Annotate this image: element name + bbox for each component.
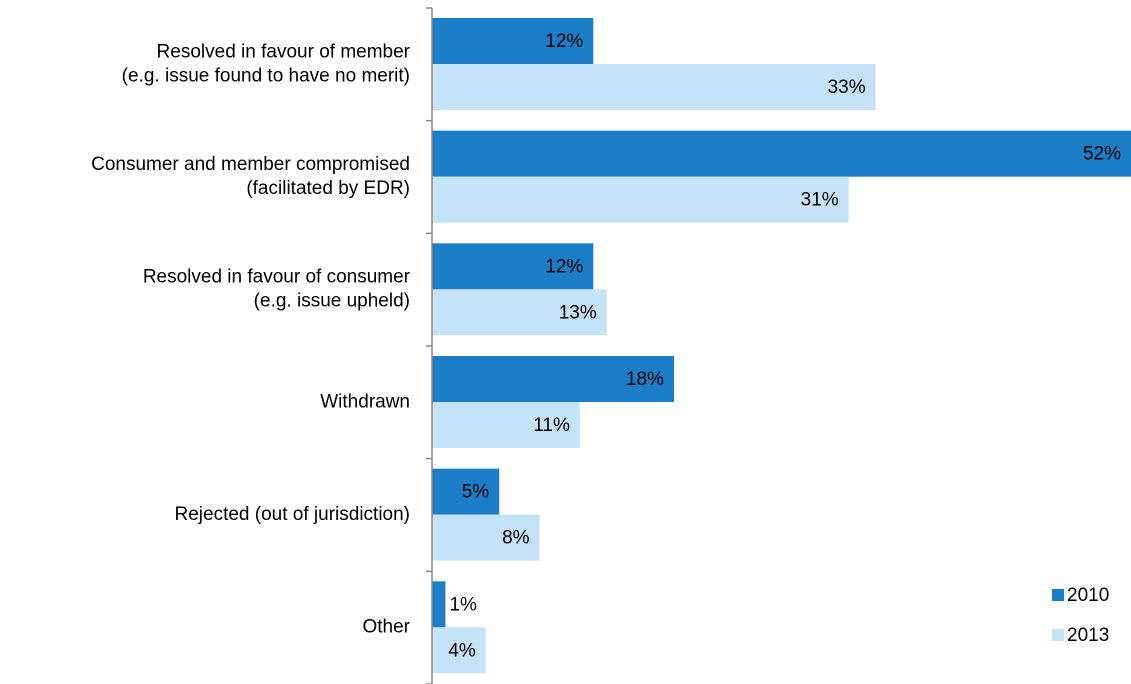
- category-label: Other: [362, 617, 410, 638]
- legend-label: 2010: [1067, 585, 1109, 606]
- bar: [432, 356, 674, 402]
- category-label: Withdrawn: [320, 391, 410, 412]
- value-label: 33%: [828, 77, 866, 98]
- bar: [432, 176, 849, 223]
- bar: [432, 402, 580, 448]
- value-label: 12%: [545, 256, 583, 277]
- bar: [432, 130, 1131, 177]
- value-label: 4%: [448, 640, 476, 661]
- bar: [432, 468, 500, 515]
- value-label: 52%: [1083, 144, 1121, 165]
- bar: [432, 64, 876, 110]
- bar: [432, 289, 607, 336]
- value-label: 8%: [502, 528, 530, 549]
- bar: [432, 18, 594, 64]
- legend-swatch: [1052, 629, 1064, 641]
- legend-swatch: [1052, 589, 1064, 601]
- category-label: Resolved in favour of member: [157, 41, 411, 62]
- bar: [432, 514, 540, 561]
- bar: [432, 243, 594, 290]
- category-label: Rejected (out of jurisdiction): [175, 504, 411, 525]
- value-label: 12%: [545, 31, 583, 52]
- bar: [432, 581, 446, 628]
- value-label: 5%: [462, 482, 490, 503]
- category-label: Resolved in favour of consumer: [143, 267, 411, 288]
- value-label: 13%: [559, 302, 597, 323]
- bar: [432, 627, 486, 674]
- value-label: 1%: [449, 594, 477, 615]
- category-label: (e.g. issue found to have no merit): [122, 65, 410, 86]
- category-label: (facilitated by EDR): [246, 178, 410, 199]
- category-label: (e.g. issue upheld): [254, 291, 410, 312]
- value-label: 11%: [533, 415, 570, 436]
- value-label: 31%: [801, 190, 839, 211]
- value-label: 18%: [626, 369, 664, 390]
- legend-label: 2013: [1067, 625, 1109, 646]
- category-label: Consumer and member compromised: [91, 154, 410, 175]
